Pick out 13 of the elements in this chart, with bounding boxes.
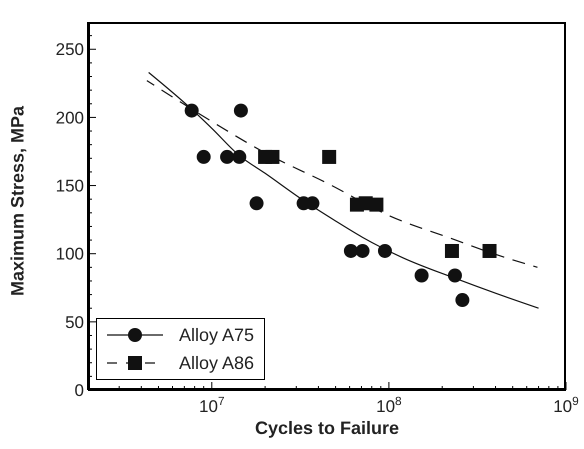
y-tick-label: 0 bbox=[74, 380, 84, 400]
x-tick-label: 10$^{8}$ bbox=[376, 394, 402, 416]
y-axis-title: Maximum Stress, MPa bbox=[7, 104, 28, 296]
x-axis-title: Cycles to Failure bbox=[254, 418, 400, 439]
y-tick-label: 100 bbox=[56, 244, 84, 264]
y-tick-label: 50 bbox=[65, 312, 84, 332]
x-tick-label: 10$^{7}$ bbox=[199, 394, 225, 416]
y-tick-label: 200 bbox=[56, 108, 84, 128]
legend-label: Alloy A86 bbox=[179, 352, 254, 374]
y-tick-label: 150 bbox=[56, 176, 84, 196]
y-tick-label: 250 bbox=[56, 40, 84, 60]
x-tick-label: 10$^{9}$ bbox=[553, 394, 580, 416]
legend-label: Alloy A75 bbox=[179, 324, 254, 346]
